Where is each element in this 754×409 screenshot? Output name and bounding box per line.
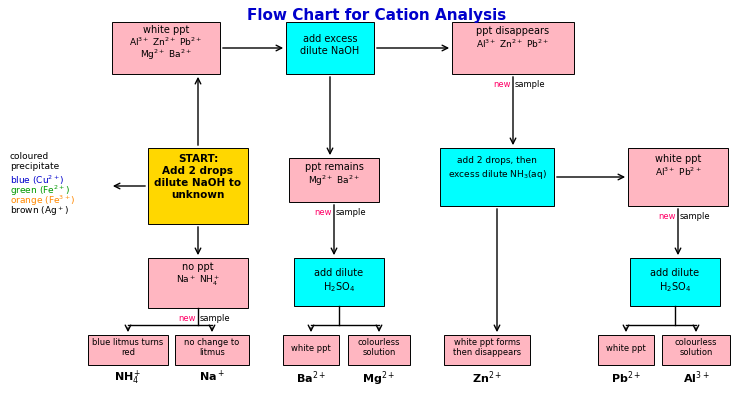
Text: white ppt: white ppt <box>143 25 189 35</box>
Text: add dilute: add dilute <box>314 268 363 278</box>
Text: dilute NaOH: dilute NaOH <box>300 46 360 56</box>
Text: Ba$^{2+}$: Ba$^{2+}$ <box>296 369 326 386</box>
Bar <box>630 258 720 306</box>
Text: colourless: colourless <box>357 338 400 347</box>
Text: START:: START: <box>178 154 218 164</box>
Text: white ppt: white ppt <box>291 344 331 353</box>
Bar <box>628 148 728 206</box>
Text: new: new <box>179 314 196 323</box>
Bar <box>452 22 574 74</box>
Text: white ppt: white ppt <box>606 344 646 353</box>
Text: dilute NaOH to: dilute NaOH to <box>155 178 241 188</box>
Text: Al$^{3+}$ Zn$^{2+}$ Pb$^{2+}$: Al$^{3+}$ Zn$^{2+}$ Pb$^{2+}$ <box>477 38 550 50</box>
Text: sample: sample <box>515 80 546 89</box>
Text: H$_2$SO$_4$: H$_2$SO$_4$ <box>323 280 355 294</box>
Text: solution: solution <box>363 348 396 357</box>
Bar <box>444 335 530 365</box>
Text: add 2 drops, then: add 2 drops, then <box>457 156 537 165</box>
Text: ppt remains: ppt remains <box>305 162 363 172</box>
Bar <box>598 335 654 365</box>
Text: white ppt: white ppt <box>654 154 701 164</box>
Text: sample: sample <box>336 208 366 217</box>
Text: Al$^{3+}$ Zn$^{2+}$ Pb$^{2+}$: Al$^{3+}$ Zn$^{2+}$ Pb$^{2+}$ <box>129 36 203 48</box>
Text: Flow Chart for Cation Analysis: Flow Chart for Cation Analysis <box>247 8 507 23</box>
Bar <box>148 148 248 224</box>
Bar <box>440 148 554 206</box>
Text: unknown: unknown <box>171 190 225 200</box>
Text: Mg$^{2+}$ Ba$^{2+}$: Mg$^{2+}$ Ba$^{2+}$ <box>308 174 360 189</box>
Text: Mg$^{2+}$: Mg$^{2+}$ <box>363 369 396 388</box>
Text: H$_2$SO$_4$: H$_2$SO$_4$ <box>659 280 691 294</box>
Text: Zn$^{2+}$: Zn$^{2+}$ <box>472 369 502 386</box>
Text: colourless: colourless <box>675 338 717 347</box>
Text: excess dilute NH$_3$(aq): excess dilute NH$_3$(aq) <box>448 168 547 181</box>
Bar <box>294 258 384 306</box>
Text: sample: sample <box>680 212 710 221</box>
Text: then disappears: then disappears <box>453 348 521 357</box>
Bar <box>88 335 168 365</box>
Text: new: new <box>658 212 676 221</box>
Text: white ppt forms: white ppt forms <box>454 338 520 347</box>
Bar <box>289 158 379 202</box>
Text: orange (Fe$^{3+}$): orange (Fe$^{3+}$) <box>10 194 75 209</box>
Text: red: red <box>121 348 135 357</box>
Bar <box>286 22 374 74</box>
Text: Na$^+$: Na$^+$ <box>199 369 225 384</box>
Text: Add 2 drops: Add 2 drops <box>163 166 234 176</box>
Bar <box>348 335 410 365</box>
Text: Pb$^{2+}$: Pb$^{2+}$ <box>611 369 641 386</box>
Text: ppt disappears: ppt disappears <box>477 26 550 36</box>
Text: new: new <box>314 208 332 217</box>
Bar <box>112 22 220 74</box>
Text: sample: sample <box>200 314 231 323</box>
Text: no ppt: no ppt <box>182 262 214 272</box>
Text: green (Fe$^{2+}$): green (Fe$^{2+}$) <box>10 184 70 198</box>
Text: blue (Cu$^{2+}$): blue (Cu$^{2+}$) <box>10 174 65 187</box>
Text: add dilute: add dilute <box>651 268 700 278</box>
Text: new: new <box>494 80 511 89</box>
Text: Mg$^{2+}$ Ba$^{2+}$: Mg$^{2+}$ Ba$^{2+}$ <box>140 48 192 63</box>
Text: blue litmus turns: blue litmus turns <box>93 338 164 347</box>
Text: Na$^+$ NH$_4^+$: Na$^+$ NH$_4^+$ <box>176 274 220 288</box>
Text: Al$^{3+}$: Al$^{3+}$ <box>682 369 710 386</box>
Text: coloured: coloured <box>10 152 49 161</box>
Text: precipitate: precipitate <box>10 162 60 171</box>
Bar <box>148 258 248 308</box>
Text: no change to: no change to <box>185 338 240 347</box>
Bar <box>662 335 730 365</box>
Bar <box>283 335 339 365</box>
Text: litmus: litmus <box>199 348 225 357</box>
Text: NH$_4^+$: NH$_4^+$ <box>114 369 142 387</box>
Text: solution: solution <box>679 348 713 357</box>
Bar <box>175 335 249 365</box>
Text: Al$^{3+}$ Pb$^{2+}$: Al$^{3+}$ Pb$^{2+}$ <box>654 166 701 178</box>
Text: add excess: add excess <box>303 34 357 44</box>
Text: brown (Ag$^+$): brown (Ag$^+$) <box>10 204 69 218</box>
